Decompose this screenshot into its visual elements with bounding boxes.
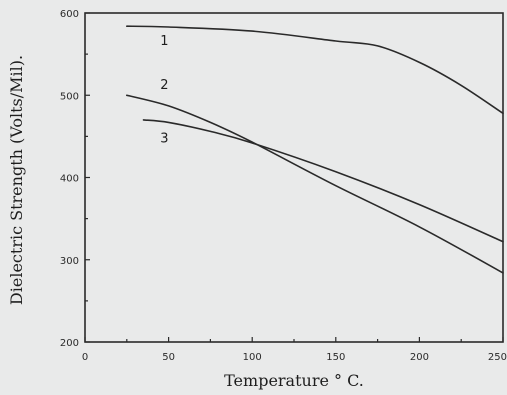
x-tick-label-200: 200 <box>410 352 429 363</box>
series-line-1 <box>126 25 504 115</box>
x-tick-label-0: 0 <box>82 352 88 363</box>
series-line-3 <box>142 119 504 243</box>
series-label-3: 3 <box>160 131 168 146</box>
y-tick-label-200: 200 <box>60 338 79 349</box>
x-tick-label-250: 250 <box>488 352 507 363</box>
y-axis-label: Dielectric Strength (Volts/Mil). <box>7 55 26 305</box>
tick-labels: 200 300 400 500 600 0 50 100 150 200 250 <box>60 9 507 363</box>
tick-marks <box>84 12 504 343</box>
curve-labels: 1 2 3 <box>160 34 168 146</box>
y-tick-label-600: 600 <box>60 9 79 20</box>
y-tick-label-500: 500 <box>60 91 79 102</box>
series-label-1: 1 <box>160 34 168 49</box>
x-tick-label-50: 50 <box>162 352 175 363</box>
series-label-2: 2 <box>160 78 168 93</box>
x-tick-label-150: 150 <box>326 352 345 363</box>
curves <box>126 25 504 274</box>
y-tick-label-400: 400 <box>60 174 79 185</box>
x-axis-label: Temperature ° C. <box>224 371 364 390</box>
y-tick-label-300: 300 <box>60 256 79 267</box>
series-line-2 <box>126 94 504 274</box>
x-tick-label-100: 100 <box>243 352 262 363</box>
